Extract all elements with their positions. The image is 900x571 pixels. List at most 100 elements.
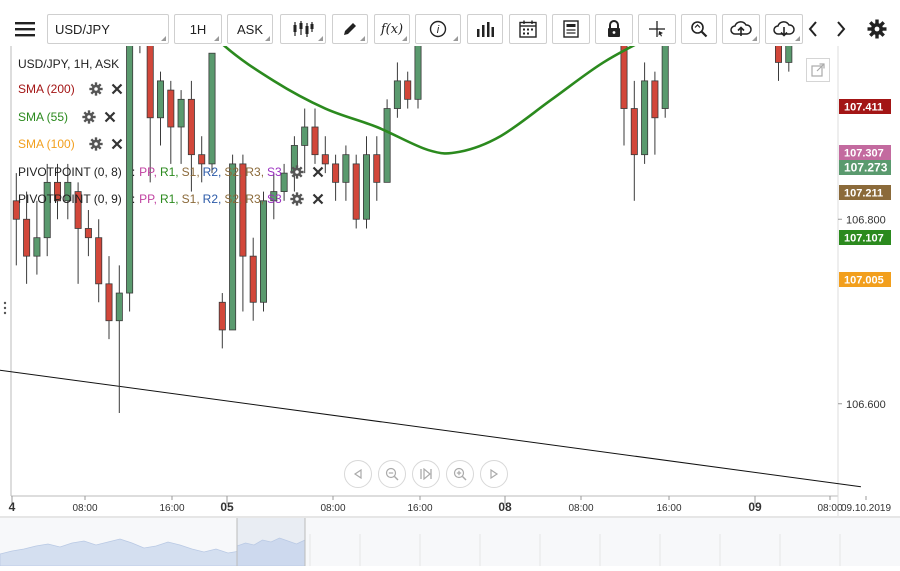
navigation-controls bbox=[344, 460, 508, 488]
lock-button[interactable] bbox=[595, 14, 633, 44]
menu-button[interactable] bbox=[8, 14, 42, 44]
price-tag-label: 107.307 bbox=[844, 148, 884, 160]
download-button[interactable] bbox=[765, 14, 803, 44]
candle-body-down bbox=[239, 163, 247, 257]
triangle-right-icon bbox=[490, 469, 499, 479]
candle-body-up bbox=[414, 0, 422, 100]
close-icon bbox=[312, 193, 324, 205]
zoom-in-button[interactable] bbox=[446, 460, 474, 488]
candle bbox=[630, 80, 638, 201]
scroll-right-button[interactable] bbox=[832, 14, 850, 44]
price-tag-background bbox=[839, 185, 891, 200]
draw-tool-button[interactable] bbox=[332, 14, 368, 44]
candle-body-up bbox=[64, 181, 72, 202]
candle-body-down bbox=[373, 154, 381, 183]
chart-toolbar: USD/JPY 1H ASK f(x) i bbox=[0, 0, 900, 46]
candle bbox=[661, 0, 669, 118]
candle bbox=[187, 80, 195, 192]
candle-body-up bbox=[270, 191, 278, 202]
info-button[interactable]: i bbox=[415, 14, 461, 44]
candle-body-down bbox=[404, 80, 412, 100]
symbol-selector[interactable]: USD/JPY bbox=[47, 14, 169, 44]
settings-button[interactable] bbox=[864, 14, 890, 44]
pivot-1-remove-button[interactable] bbox=[312, 166, 324, 178]
nav-left-button[interactable] bbox=[344, 460, 372, 488]
resize-handle[interactable] bbox=[3, 301, 7, 315]
pivot-2-settings-button[interactable] bbox=[290, 192, 304, 206]
candle bbox=[218, 293, 226, 349]
candle bbox=[12, 173, 20, 266]
close-icon bbox=[111, 83, 122, 95]
svg-text:i: i bbox=[437, 24, 440, 36]
x-tick-label: 16:00 bbox=[159, 503, 184, 514]
sma200-remove-button[interactable] bbox=[111, 83, 123, 95]
x-tick-label: 08:00 bbox=[320, 503, 345, 514]
zoom-button[interactable] bbox=[681, 14, 717, 44]
pivot-1-settings-button[interactable] bbox=[290, 165, 304, 179]
zoom-out-icon bbox=[385, 467, 399, 481]
gear-icon bbox=[89, 82, 103, 96]
scroll-left-button[interactable] bbox=[804, 14, 822, 44]
candle bbox=[74, 182, 82, 284]
candle bbox=[404, 71, 412, 109]
volume-button[interactable] bbox=[467, 14, 503, 44]
candle bbox=[115, 265, 123, 413]
candle-body-up bbox=[177, 98, 185, 128]
gear-icon bbox=[867, 19, 887, 39]
sma100-settings-button[interactable] bbox=[89, 137, 103, 151]
candle-body-up bbox=[393, 80, 401, 109]
info-icon: i bbox=[429, 20, 447, 38]
dropdown-corner-icon bbox=[360, 36, 365, 41]
reset-view-button[interactable] bbox=[412, 460, 440, 488]
price-tag-label: 107.273 bbox=[844, 161, 888, 175]
crosshair-icon bbox=[649, 21, 665, 37]
nav-right-button[interactable] bbox=[480, 460, 508, 488]
gear-icon bbox=[290, 192, 304, 206]
calendar-icon bbox=[519, 20, 537, 38]
legend-sma55-label: SMA (55) bbox=[18, 110, 69, 124]
dropdown-corner-icon bbox=[318, 36, 323, 41]
candle bbox=[414, 0, 422, 109]
report-button[interactable] bbox=[552, 14, 590, 44]
sma200-settings-button[interactable] bbox=[89, 82, 103, 96]
grip-icon bbox=[3, 301, 7, 315]
candle-body-down bbox=[198, 154, 206, 165]
candle-body-up bbox=[362, 154, 370, 220]
calendar-button[interactable] bbox=[509, 14, 547, 44]
price-tag-background bbox=[839, 272, 891, 287]
sma55-settings-button[interactable] bbox=[82, 110, 96, 124]
upload-button[interactable] bbox=[722, 14, 760, 44]
legend-pp: PP, bbox=[139, 165, 157, 179]
pivot-2-remove-button[interactable] bbox=[312, 193, 324, 205]
candle-body-down bbox=[218, 301, 226, 331]
cloud-download-icon bbox=[773, 21, 795, 37]
candle bbox=[373, 136, 381, 201]
legend-r1: R1, bbox=[159, 192, 179, 206]
candle-body-down bbox=[54, 181, 62, 202]
reset-icon bbox=[420, 468, 432, 480]
expand-chart-button[interactable] bbox=[806, 58, 830, 82]
candle-body-down bbox=[84, 228, 92, 239]
candle-body-down bbox=[630, 108, 638, 156]
sma55-remove-button[interactable] bbox=[104, 111, 116, 123]
zoom-out-button[interactable] bbox=[378, 460, 406, 488]
candle bbox=[641, 62, 649, 164]
candle-body-up bbox=[301, 126, 309, 146]
candle bbox=[43, 163, 51, 257]
chart-type-button[interactable] bbox=[280, 14, 326, 44]
x-tick-label: 08:00 bbox=[568, 503, 593, 514]
candle bbox=[177, 90, 185, 164]
sma100-remove-button[interactable] bbox=[111, 138, 123, 150]
candle bbox=[280, 163, 288, 201]
price-type-selector[interactable]: ASK bbox=[227, 14, 273, 44]
crosshair-button[interactable] bbox=[638, 14, 676, 44]
candle bbox=[321, 136, 329, 174]
timeframe-selector[interactable]: 1H bbox=[174, 14, 222, 44]
candle bbox=[311, 108, 319, 164]
legend-r2: R2, bbox=[202, 192, 222, 206]
indicators-button[interactable]: f(x) bbox=[374, 14, 410, 44]
candle-body-up bbox=[641, 80, 649, 156]
x-tick-label: 09 bbox=[748, 500, 762, 514]
